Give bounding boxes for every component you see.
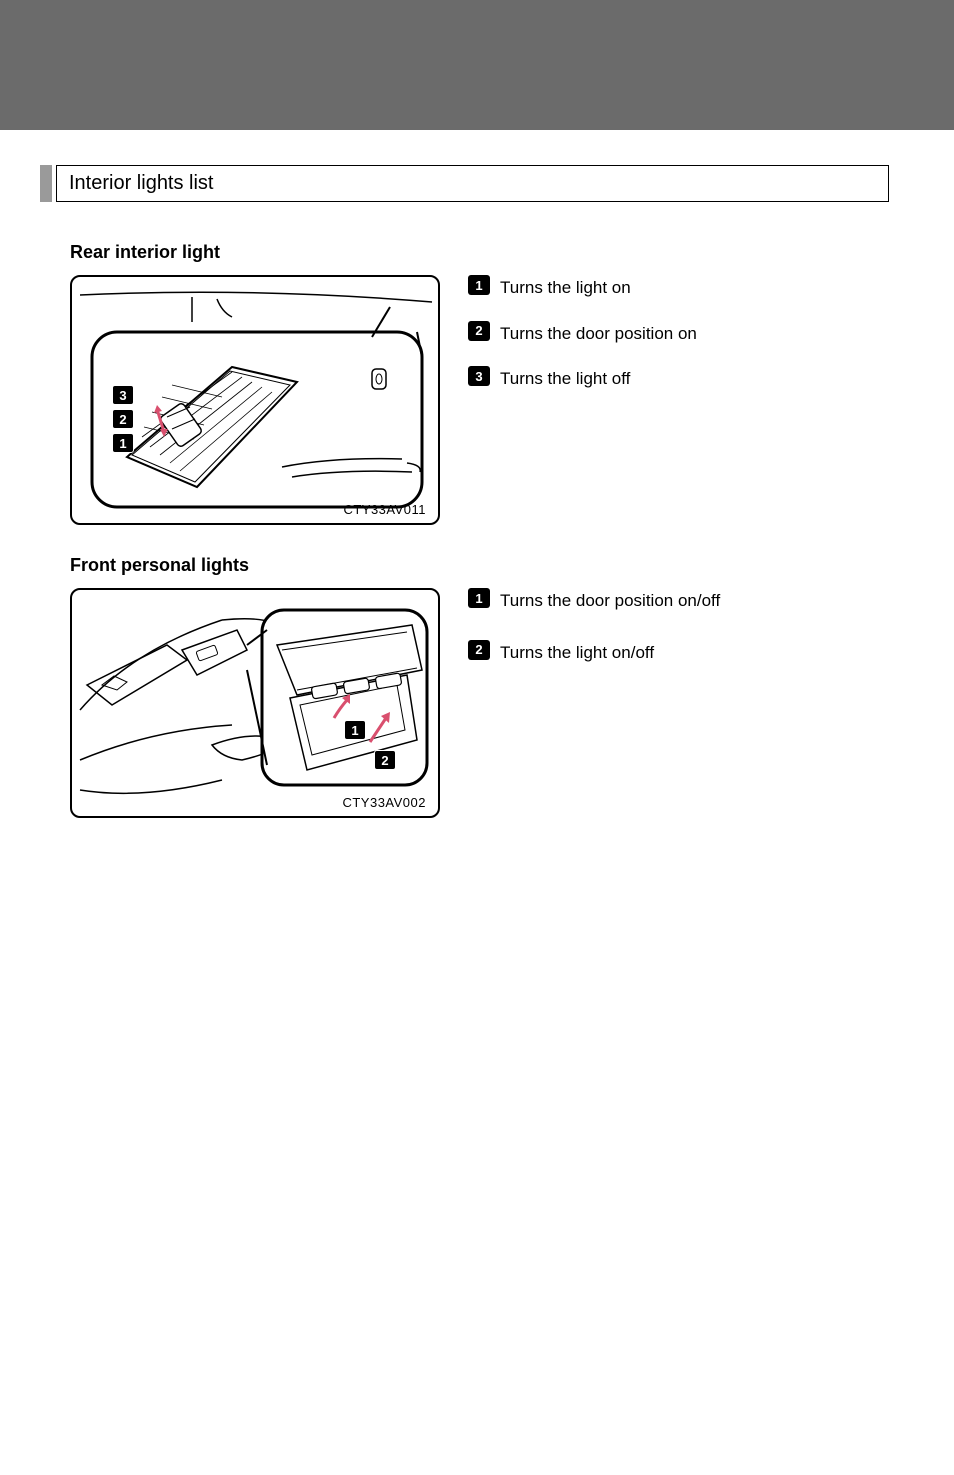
diagram2-badge-2: 2 [374,750,396,770]
callout: 1 Turns the door position on/off [468,588,720,614]
rear-light-row: 3 2 1 CTY33AV011 1 Turns the light on 2 … [70,275,889,525]
callout-text: Turns the door position on [500,321,697,347]
callout-text: Turns the door position on/off [500,588,720,614]
callout-text: Turns the light off [500,366,630,392]
section-title: Interior lights list [56,165,889,202]
num-badge: 2 [468,321,490,341]
callout-text: Turns the light on [500,275,631,301]
front-light-callouts: 1 Turns the door position on/off 2 Turns… [468,588,720,685]
diagram2-badge-1: 1 [344,720,366,740]
callout: 2 Turns the door position on [468,321,697,347]
num-badge: 1 [468,275,490,295]
num-badge: 3 [468,366,490,386]
front-light-row: 1 2 CTY33AV002 1 Turns the door position… [70,588,889,818]
header-band [0,0,954,130]
diagram1-badge-1: 1 [112,433,134,453]
num-badge: 1 [468,588,490,608]
callout: 3 Turns the light off [468,366,697,392]
diagram2-code: CTY33AV002 [342,795,426,810]
diagram1-badge-2: 2 [112,409,134,429]
num-badge: 2 [468,640,490,660]
rear-light-callouts: 1 Turns the light on 2 Turns the door po… [468,275,697,412]
callout: 2 Turns the light on/off [468,640,720,666]
page-content: Interior lights list Rear interior light [0,130,954,818]
front-light-heading: Front personal lights [70,555,889,576]
rear-light-diagram: 3 2 1 CTY33AV011 [70,275,440,525]
rear-light-heading: Rear interior light [70,242,889,263]
front-light-svg [72,590,442,820]
callout-text: Turns the light on/off [500,640,654,666]
diagram1-code: CTY33AV011 [343,502,426,517]
front-light-diagram: 1 2 CTY33AV002 [70,588,440,818]
callout: 1 Turns the light on [468,275,697,301]
title-accent [40,165,52,202]
diagram1-badge-3: 3 [112,385,134,405]
section-title-bar: Interior lights list [40,165,889,202]
